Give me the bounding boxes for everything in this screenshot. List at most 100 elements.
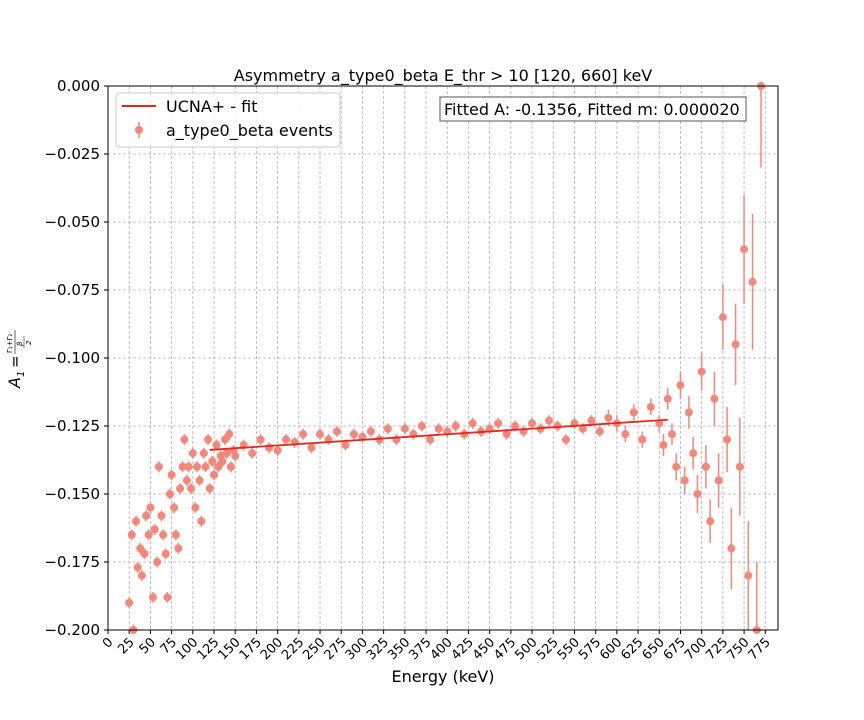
data-point	[231, 451, 240, 460]
data-point	[663, 394, 672, 403]
data-point	[205, 484, 214, 493]
data-point	[672, 462, 681, 471]
data-point	[629, 408, 638, 417]
y-tick-label: 0.000	[57, 77, 100, 95]
data-point	[157, 511, 166, 520]
y-tick-label: −0.175	[44, 553, 100, 571]
data-point	[587, 416, 596, 425]
data-point	[197, 517, 206, 526]
y-axis-label: A 1 = Γ₁+Γ₂ β 2	[5, 330, 33, 389]
y-label-main: A	[5, 377, 24, 389]
data-point	[167, 470, 176, 479]
data-point	[273, 446, 282, 455]
data-point	[299, 430, 308, 439]
annotation-text: Fitted A: -0.1356, Fitted m: 0.000020	[444, 100, 740, 119]
legend-points-label: a_type0_beta events	[166, 121, 333, 141]
annotation-box	[439, 96, 747, 122]
data-point	[400, 424, 409, 433]
data-point	[561, 435, 570, 444]
data-point	[511, 422, 520, 430]
data-point	[256, 435, 265, 444]
data-point	[744, 571, 753, 580]
legend-points-swatch	[135, 126, 143, 134]
x-tick-label: 775	[746, 635, 774, 663]
data-point	[417, 422, 426, 430]
data-point	[316, 430, 325, 439]
data-point	[502, 430, 511, 439]
data-point	[282, 435, 291, 444]
x-tick-label: 25	[115, 635, 137, 657]
data-point	[208, 457, 217, 466]
data-point	[174, 544, 183, 553]
data-point	[604, 413, 613, 422]
y-tick-label: −0.200	[44, 621, 100, 639]
data-point	[204, 435, 213, 444]
data-point	[182, 476, 191, 485]
data-point	[545, 416, 554, 425]
data-point	[693, 490, 702, 498]
data-point	[148, 593, 157, 602]
data-point	[171, 530, 180, 539]
data-point	[332, 427, 341, 436]
data-point	[621, 430, 630, 439]
data-point	[307, 443, 316, 452]
x-tick-label: 0	[100, 635, 116, 651]
data-point	[218, 457, 227, 466]
data-point	[646, 402, 655, 411]
data-point	[718, 313, 727, 322]
data-point	[659, 441, 668, 450]
x-tick-label: 50	[137, 635, 159, 657]
y-tick-label: −0.025	[44, 145, 100, 163]
data-point	[225, 430, 234, 439]
data-point	[136, 544, 145, 553]
chart-title: Asymmetry a_type0_beta E_thr > 10 [120, …	[234, 66, 653, 86]
data-point	[701, 462, 710, 471]
data-point	[710, 394, 719, 403]
y-label-denominator-bottom: 2	[25, 340, 33, 345]
y-axis-ticks: 0.000 −0.025 −0.050 −0.075 −0.100 −0.125 −0.15…	[44, 77, 108, 639]
data-point	[426, 435, 435, 444]
data-point	[684, 408, 693, 417]
data-point	[723, 435, 732, 444]
data-point	[468, 419, 477, 428]
data-point	[176, 484, 185, 493]
grid	[107, 85, 778, 631]
data-point	[195, 476, 204, 485]
data-point	[165, 490, 174, 498]
data-point	[159, 530, 168, 539]
data-point	[193, 462, 202, 471]
y-tick-label: −0.050	[44, 213, 100, 231]
data-point	[170, 503, 179, 512]
x-axis-label: Energy (keV)	[391, 667, 494, 686]
data-point	[191, 503, 200, 512]
data-point	[144, 530, 153, 539]
y-tick-label: −0.075	[44, 281, 100, 299]
data-point	[221, 435, 230, 444]
data-point	[494, 419, 503, 428]
data-point	[146, 503, 155, 512]
y-label-numerator: Γ₁+Γ₂	[6, 334, 14, 353]
x-axis-ticks: 0255075100125150175200225250275300325350…	[100, 630, 774, 663]
data-point	[383, 424, 392, 433]
y-label-equals: =	[6, 355, 24, 368]
data-point	[142, 511, 151, 520]
fit-annotation: Fitted A: -0.1356, Fitted m: 0.000020	[439, 96, 747, 122]
data-point	[187, 484, 196, 493]
data-point	[140, 549, 149, 558]
data-point	[133, 563, 142, 572]
legend: UCNA+ - fit a_type0_beta events	[115, 92, 341, 148]
data-point	[137, 571, 146, 580]
y-tick-label: −0.100	[44, 349, 100, 367]
data-point	[638, 435, 647, 444]
data-point	[706, 517, 715, 526]
data-point	[125, 598, 134, 607]
data-point	[222, 449, 231, 458]
data-point	[184, 462, 193, 471]
data-point	[212, 441, 221, 450]
y-tick-label: −0.150	[44, 485, 100, 503]
data-point	[727, 544, 736, 553]
data-point	[451, 422, 460, 430]
data-point	[199, 449, 208, 458]
data-point	[178, 462, 187, 471]
